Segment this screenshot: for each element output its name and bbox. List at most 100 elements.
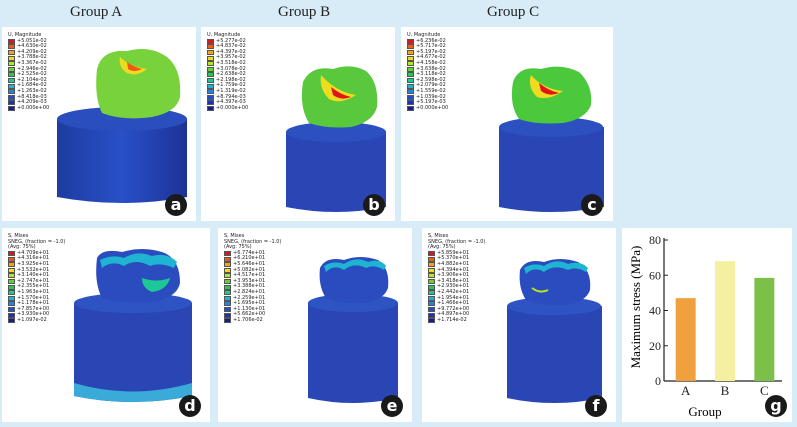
legend-f: S, Mises SNEG, (fraction = -1.0) (Avg: 7… [428, 233, 485, 324]
legend-rows: +4.709e+01 +4.316e+01 +3.925e+01 +3.532e+01… [8, 250, 65, 324]
legend-swatch [8, 312, 15, 318]
legend-value: +5.082e+01 [233, 266, 266, 273]
legend-row: +2.525e-02 [8, 72, 49, 78]
legend-row: +2.638e-02 [207, 72, 248, 78]
legend-row: +1.706e-02 [224, 316, 281, 324]
legend-row: +5.197e-02 [407, 49, 448, 56]
legend-row: +3.953e+01 [224, 278, 281, 285]
legend-swatch [8, 55, 15, 61]
legend-swatch [207, 66, 214, 72]
legend-value: +1.559e-02 [416, 87, 446, 94]
panel-label-e: e [381, 395, 403, 417]
legend-value: +0.000e+00 [416, 104, 449, 111]
legend-swatch [207, 94, 214, 100]
legend-row: +3.925e+01 [8, 260, 65, 268]
legend-row: +5.646e+01 [224, 261, 281, 268]
panel-f: S, Mises SNEG, (fraction = -1.0) (Avg: 7… [422, 228, 616, 422]
legend-value: +5.197e-03 [416, 99, 446, 106]
legend-value: +3.532e+01 [17, 266, 50, 273]
legend-swatch [407, 83, 414, 89]
legend-swatch [8, 94, 15, 100]
legend-row: +4.397e-02 [207, 49, 248, 56]
legend-row: +5.277e-02 [207, 38, 248, 45]
legend-row: +3.532e+01 [8, 266, 65, 274]
legend-swatch [8, 318, 15, 324]
legend-value: +1.263e-02 [17, 87, 47, 94]
panel-b: U, Magnitude +5.277e-02 +4.837e-02 +4.397e… [201, 27, 395, 221]
legend-row: +1.714e-02 [428, 317, 485, 324]
legend-row: +6.774e+01 [224, 250, 281, 257]
legend-b: U, Magnitude +5.277e-02 +4.837e-02 +4.397e… [207, 32, 248, 112]
legend-row: +1.759e-02 [207, 83, 248, 89]
legend-value: +5.370e+01 [437, 255, 470, 262]
legend-swatch [207, 89, 214, 95]
legend-value: +3.788e-02 [17, 54, 47, 61]
legend-value: +3.118e-02 [416, 71, 446, 78]
legend-swatch [8, 72, 15, 78]
legend-row: +4.709e+01 [8, 250, 65, 257]
legend-value: +2.824e+01 [233, 288, 266, 295]
legend-value: +1.706e-02 [233, 316, 263, 323]
legend-swatch [207, 100, 214, 106]
legend-value: +3.957e-02 [216, 54, 246, 61]
x-axis-label: Group [688, 404, 721, 419]
legend-d: S, Mises SNEG, (fraction = -1.0) (Avg: 7… [8, 233, 65, 324]
legend-row: +2.104e-02 [8, 77, 49, 84]
legend-row: +9.772e+00 [428, 305, 485, 313]
y-tick-label: 0 [655, 374, 661, 388]
legend-swatch [428, 318, 435, 324]
legend-row: +1.039e-02 [407, 94, 448, 101]
chart-bars [675, 261, 775, 381]
x-tick-label: C [760, 383, 769, 398]
legend-row: +1.097e-02 [8, 317, 65, 324]
legend-row: +4.630e-02 [8, 44, 49, 50]
legend-value: +9.772e+00 [437, 305, 470, 312]
legend-swatch [8, 251, 15, 257]
legend-row: +5.197e-03 [407, 100, 448, 106]
legend-row: +4.209e-02 [8, 49, 49, 56]
legend-value: +3.906e+01 [437, 272, 470, 279]
legend-swatch [428, 262, 435, 268]
y-tick-label: 20 [649, 339, 661, 353]
legend-value: +2.930e+01 [437, 283, 470, 290]
legend-swatch [428, 307, 435, 313]
legend-value: +4.837e-02 [216, 43, 246, 50]
legend-line-1: S, Mises [428, 233, 449, 239]
panel-label-f: f [585, 395, 607, 417]
legend-row: +2.747e+01 [8, 278, 65, 285]
legend-swatch [8, 44, 15, 50]
legend-swatch [407, 44, 414, 50]
legend-value: +3.925e+01 [17, 260, 50, 267]
legend-title: U, Magnitude [207, 32, 241, 38]
legend-swatch [207, 44, 214, 50]
legend-row: +3.930e+00 [8, 312, 65, 318]
legend-swatch [8, 50, 15, 56]
legend-swatch [8, 295, 15, 301]
legend-value: +1.570e+01 [17, 294, 50, 301]
legend-value: +4.316e+01 [17, 255, 50, 262]
legend-swatch [224, 307, 231, 313]
legend-a: U, Magnitude +5.051e-02 +4.630e-02 +4.209e… [8, 32, 49, 112]
legend-swatch [407, 61, 414, 67]
legend-swatch [224, 284, 231, 290]
legend-row: +5.051e-02 [8, 38, 49, 45]
legend-swatch [8, 273, 15, 279]
group-c-title: Group C [487, 4, 540, 20]
legend-row: +4.517e+01 [224, 273, 281, 279]
panel-label-c: c [581, 194, 603, 216]
legend-value: +1.130e+01 [233, 305, 266, 312]
legend-value: +1.178e+01 [17, 300, 50, 307]
legend-value: +2.198e-02 [216, 76, 246, 83]
legend-value: +3.638e-02 [416, 65, 446, 72]
panel-a: U, Magnitude +5.051e-02 +4.630e-02 +4.209e… [2, 27, 196, 221]
legend-value: +4.882e+01 [437, 260, 470, 267]
legend-swatch [8, 279, 15, 285]
group-a-title: Group A [70, 4, 123, 20]
legend-swatch [224, 279, 231, 285]
legend-swatch [428, 251, 435, 257]
legend-value: +4.394e+01 [437, 266, 470, 273]
legend-swatch [224, 295, 231, 301]
bar-B [715, 261, 735, 381]
legend-swatch [407, 38, 414, 44]
legend-row: +4.316e+01 [8, 256, 65, 262]
